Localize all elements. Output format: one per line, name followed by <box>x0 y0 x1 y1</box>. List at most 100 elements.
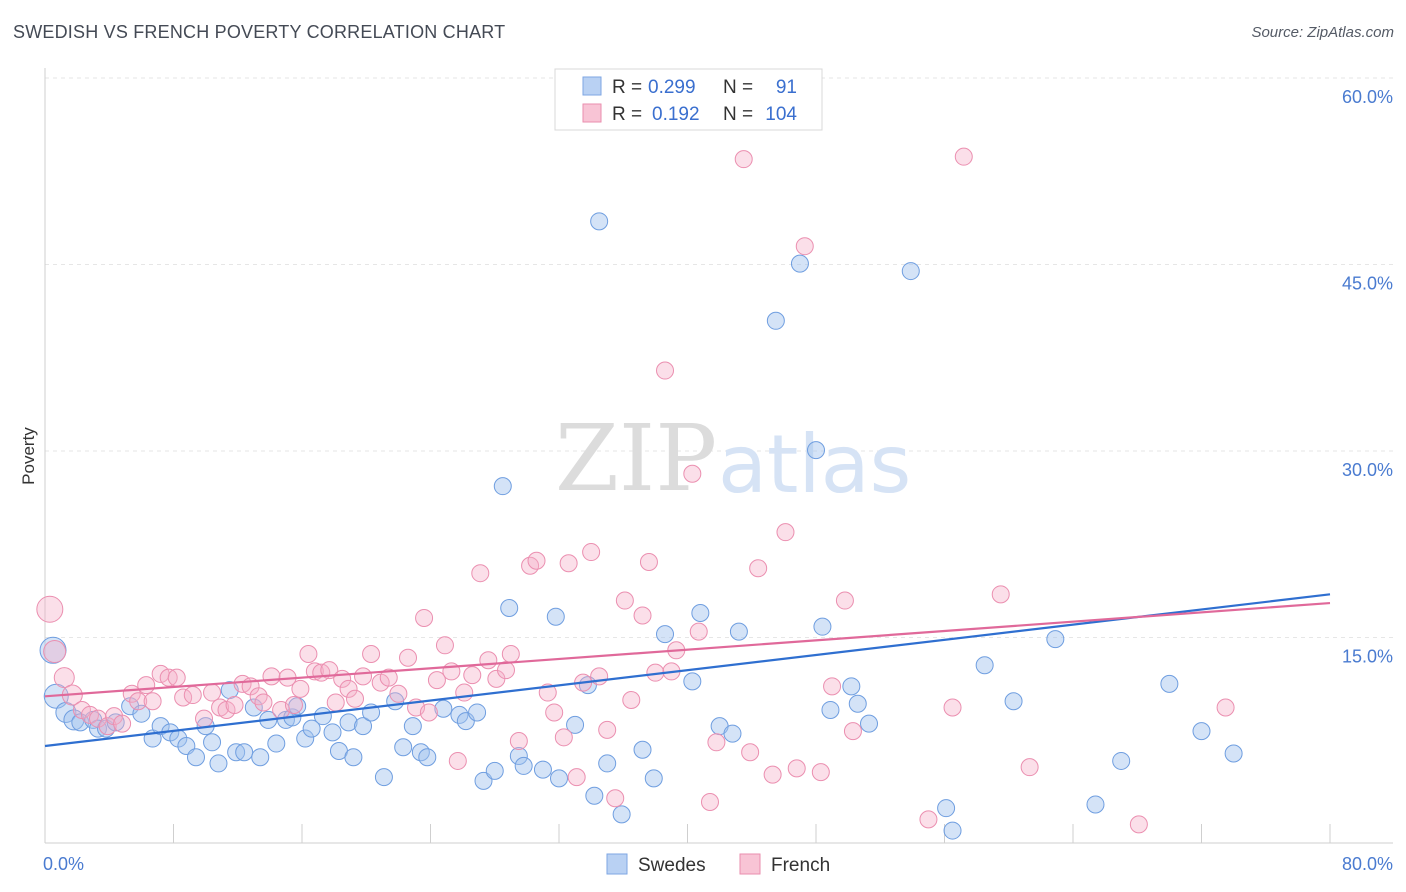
point-swedes <box>344 748 363 767</box>
point-swedes <box>590 212 609 231</box>
point-swedes <box>729 622 748 641</box>
point-french <box>183 686 202 705</box>
point-swedes <box>251 748 270 767</box>
point-swedes <box>1004 692 1023 711</box>
point-swedes <box>151 717 170 736</box>
point-swedes <box>644 769 663 788</box>
point-french <box>471 564 490 583</box>
point-french <box>763 765 782 784</box>
point-swedes <box>323 723 342 742</box>
point-swedes <box>598 754 617 773</box>
point-french <box>262 667 281 686</box>
point-swedes <box>509 746 528 765</box>
point-swedes <box>339 713 358 732</box>
bottom-legend-label-swedes: Swedes <box>638 855 706 876</box>
point-french <box>435 636 454 655</box>
point-swedes <box>500 599 519 618</box>
point-french <box>538 683 557 702</box>
point-french <box>463 666 482 685</box>
point-swedes <box>975 656 994 675</box>
legend-r-value-french: 0.192 <box>652 104 700 125</box>
point-swedes <box>807 441 825 460</box>
point-swedes <box>267 734 286 753</box>
point-swedes <box>468 703 487 722</box>
bottom-legend-swatch-swedes <box>606 853 628 875</box>
point-swedes <box>842 677 861 696</box>
y-tick-label: 45.0% <box>1342 274 1393 294</box>
legend-swatch-swedes <box>582 76 602 96</box>
point-french <box>399 648 418 667</box>
point-french <box>689 622 708 641</box>
y-tick-label: 30.0% <box>1342 460 1393 480</box>
point-swedes <box>1224 744 1243 763</box>
point-french <box>795 237 814 256</box>
point-french <box>339 679 358 698</box>
point-french <box>734 150 753 169</box>
point-french <box>427 671 446 690</box>
point-french <box>36 595 64 623</box>
point-french <box>43 640 67 664</box>
point-swedes <box>848 694 867 713</box>
point-french <box>389 684 408 703</box>
point-swedes <box>1112 751 1131 770</box>
point-swedes <box>1046 630 1065 649</box>
point-swedes <box>901 262 920 281</box>
trend-line-french <box>44 601 1331 698</box>
point-swedes <box>813 617 832 636</box>
legend-n-value-swedes: 91 <box>776 77 797 98</box>
point-french <box>615 591 634 610</box>
point-french <box>448 751 467 770</box>
stats-legend: R = 0.299 N = 91 R = 0.192 N = 104 <box>554 68 823 131</box>
x-tick-label-min: 0.0% <box>43 854 84 874</box>
point-swedes <box>394 738 413 757</box>
point-french <box>1129 815 1148 834</box>
point-swedes <box>633 740 652 759</box>
data-points <box>36 147 1243 840</box>
point-swedes <box>550 769 568 788</box>
bottom-legend-label-french: French <box>771 855 830 876</box>
point-french <box>811 763 830 782</box>
point-french <box>567 768 586 787</box>
gridlines <box>45 77 1393 638</box>
point-french <box>89 709 108 728</box>
point-french <box>554 728 573 747</box>
point-swedes <box>1192 722 1211 741</box>
point-french <box>943 698 962 717</box>
point-french <box>299 645 318 664</box>
point-french <box>823 677 842 696</box>
legend-r-value-swedes: 0.299 <box>648 77 696 98</box>
point-french <box>776 523 795 542</box>
y-tick-label: 60.0% <box>1342 87 1393 107</box>
point-french <box>362 645 381 664</box>
legend-r-label-french: R = <box>612 104 642 125</box>
point-french <box>559 554 578 573</box>
point-french <box>496 661 515 680</box>
point-french <box>656 361 675 380</box>
point-french <box>787 759 806 778</box>
point-french <box>606 789 625 808</box>
point-french <box>835 591 854 610</box>
point-french <box>291 679 310 698</box>
point-swedes <box>546 607 565 626</box>
legend-n-label-french: N = <box>723 104 753 125</box>
point-french <box>98 717 117 736</box>
point-french <box>129 692 148 711</box>
trend-lines <box>44 593 1331 748</box>
legend-r-label-swedes: R = <box>612 77 642 98</box>
point-swedes <box>186 748 205 767</box>
point-swedes <box>937 799 956 818</box>
point-french <box>991 585 1010 604</box>
point-french <box>683 464 702 483</box>
chart-title: SWEDISH VS FRENCH POVERTY CORRELATION CH… <box>13 22 506 42</box>
point-swedes <box>691 603 710 622</box>
point-swedes <box>566 715 585 734</box>
point-swedes <box>209 754 228 773</box>
point-swedes <box>485 761 504 780</box>
point-swedes <box>943 821 962 840</box>
point-french <box>700 792 719 811</box>
y-tick-labels: 15.0% 30.0% 45.0% 60.0% <box>1342 87 1393 667</box>
point-french <box>954 147 973 166</box>
y-axis-label: Poverty <box>19 427 38 485</box>
point-french <box>249 687 268 706</box>
